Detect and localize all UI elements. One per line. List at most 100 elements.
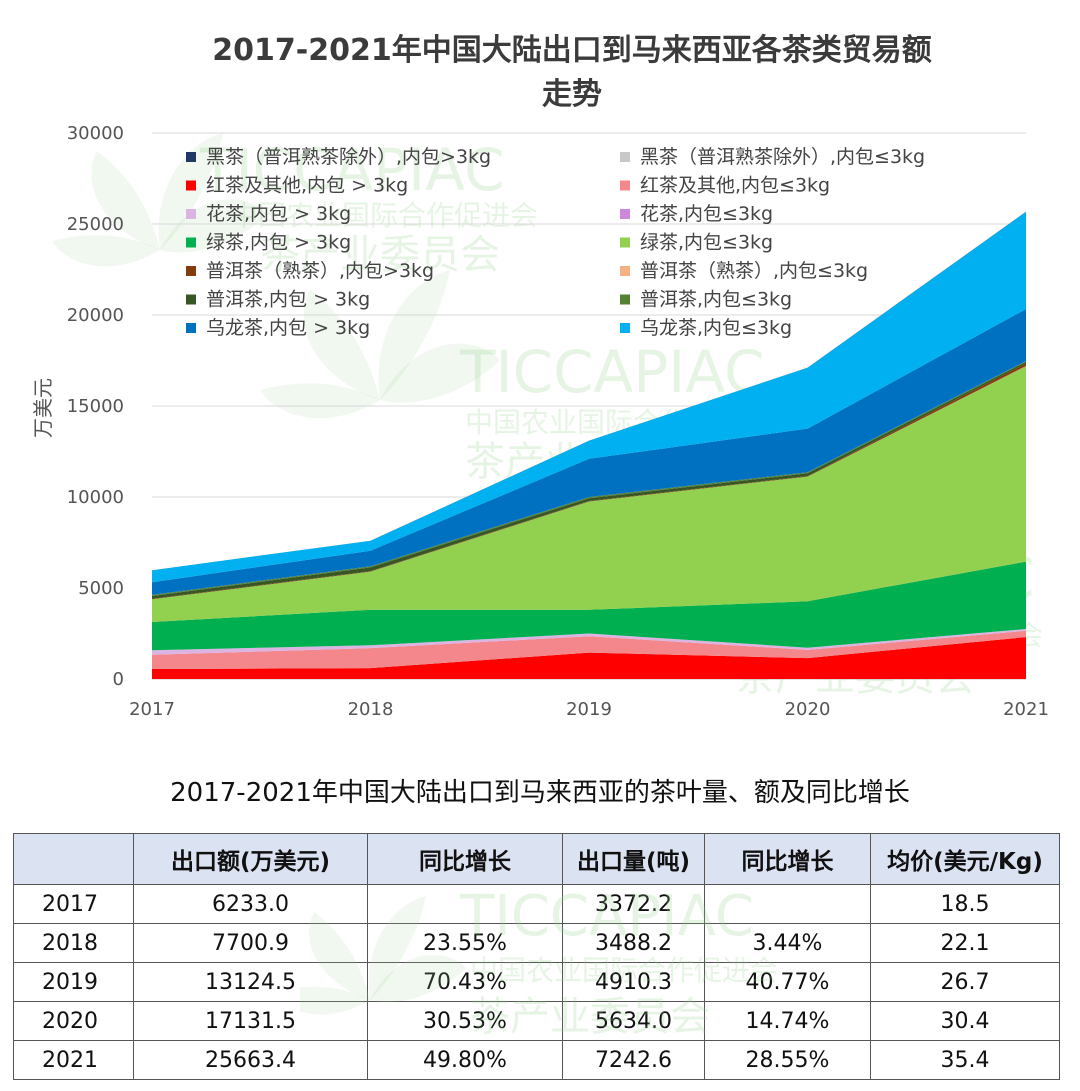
table-year-cell: 2018	[13, 923, 134, 963]
table-header-cell: 均价(美元/Kg)	[870, 833, 1060, 885]
legend-label: 花茶,内包 > 3kg	[206, 203, 351, 225]
table-cell: 40.77%	[704, 962, 871, 1002]
x-tick-label: 2019	[566, 699, 612, 720]
legend-swatch	[620, 294, 630, 305]
table-year-cell: 2020	[13, 1001, 134, 1041]
table-cell: 4910.3	[562, 962, 705, 1002]
area-series	[152, 366, 1026, 622]
table-cell: 14.74%	[704, 1001, 871, 1041]
table-header-cell: 同比增长	[367, 833, 563, 885]
watermark-text: 茶产业委员会	[260, 232, 500, 278]
table-cell: 30.4	[870, 1001, 1060, 1041]
chart-title-line-1: 2017-2021年中国大陆出口到马来西亚各茶类贸易额	[212, 33, 931, 68]
table-row: 2018 7700.9 23.55% 3488.2 3.44% 22.1	[13, 923, 1060, 963]
y-tick-label: 20000	[67, 305, 124, 326]
legend-label: 乌龙茶,内包≤3kg	[640, 317, 792, 339]
legend-label: 普洱茶,内包 > 3kg	[206, 289, 370, 311]
y-tick-label: 25000	[67, 214, 124, 235]
legend-label: 乌龙茶,内包 > 3kg	[206, 317, 370, 339]
legend-swatch	[620, 237, 630, 248]
table-cell: 70.43%	[367, 962, 563, 1002]
area-series	[152, 630, 1026, 669]
legend-swatch	[620, 180, 630, 191]
legend-swatch	[186, 209, 196, 219]
table-cell: 23.55%	[367, 923, 563, 963]
x-tick-label: 2021	[1003, 699, 1049, 720]
table-year-cell: 2021	[13, 1040, 134, 1080]
table-row: 2019 13124.5 70.43% 4910.3 40.77% 26.7	[13, 962, 1060, 1002]
x-tick-label: 2017	[129, 699, 175, 720]
watermark-text: 中国农业国际合作促进会	[230, 199, 538, 232]
legend: 黑茶（普洱熟茶除外）,内包>3kg 黑茶（普洱熟茶除外）,内包≤3kg 红茶及其他,…	[186, 146, 925, 339]
table-cell: 22.1	[870, 923, 1060, 963]
table-header-cell: 出口额(万美元)	[133, 833, 368, 885]
legend-swatch	[186, 152, 196, 162]
table-cell: 49.80%	[367, 1040, 563, 1080]
table-cell: 26.7	[870, 962, 1060, 1002]
watermark-leaf-icon	[260, 270, 500, 419]
watermark-text: TICCAPIAC	[459, 338, 764, 406]
table-cell: 6233.0	[133, 884, 368, 924]
y-tick-label: 30000	[67, 123, 124, 144]
x-tick-label: 2018	[348, 699, 394, 720]
legend-label: 红茶及其他,内包≤3kg	[640, 175, 830, 197]
legend-label: 普洱茶（熟茶）,内包≤3kg	[640, 260, 868, 282]
table-header-cell: 同比增长	[704, 833, 871, 885]
area-series	[152, 561, 1026, 651]
legend-swatch	[620, 266, 630, 276]
legend-label: 绿茶,内包 > 3kg	[206, 232, 351, 254]
table-cell: 35.4	[870, 1040, 1060, 1080]
table-cell: 28.55%	[704, 1040, 871, 1080]
table-cell: 30.53%	[367, 1001, 563, 1041]
table-cell: 25663.4	[133, 1040, 368, 1080]
x-axis-ticks: 2017 2018 2019 2020 2021	[129, 699, 1049, 720]
legend-swatch	[186, 266, 196, 276]
table-cell: 7242.6	[562, 1040, 705, 1080]
table-cell	[704, 884, 871, 924]
y-tick-label: 15000	[67, 396, 124, 417]
legend-swatch	[620, 323, 630, 333]
legend-swatch	[186, 180, 196, 191]
legend-swatch	[620, 152, 630, 162]
y-tick-label: 10000	[67, 487, 124, 508]
legend-label: 普洱茶（熟茶）,内包>3kg	[206, 260, 434, 282]
table-cell: 3.44%	[704, 923, 871, 963]
legend-label: 红茶及其他,内包 > 3kg	[206, 175, 408, 197]
y-tick-label: 0	[113, 669, 124, 690]
legend-label: 绿茶,内包≤3kg	[640, 232, 773, 254]
table-cell: 17131.5	[133, 1001, 368, 1041]
legend-label: 黑茶（普洱熟茶除外）,内包≤3kg	[640, 146, 925, 168]
table-header-cell	[13, 833, 134, 885]
table-cell: 18.5	[870, 884, 1060, 924]
y-axis-ticks: 0 5000 10000 15000 20000 25000 30000	[67, 123, 124, 690]
legend-label: 花茶,内包≤3kg	[640, 203, 773, 225]
table-year-cell: 2019	[13, 962, 134, 1002]
area-series	[152, 629, 1026, 655]
series-areas	[152, 211, 1026, 679]
legend-swatch	[186, 294, 196, 305]
legend-swatch	[186, 323, 196, 333]
stacked-area-chart: TICCAPIAC中国农业国际合作促进会茶产业委员会TICCAPIAC中国农业国…	[31, 33, 1049, 720]
export-data-table: 出口额(万美元) 同比增长 出口量(吨) 同比增长 均价(美元/Kg) 2017 6233…	[13, 833, 1060, 1080]
area-series	[152, 211, 1026, 583]
table-cell: 3372.2	[562, 884, 705, 924]
legend-swatch	[620, 209, 630, 219]
chart-title-line-2: 走势	[542, 77, 602, 112]
table-cell: 5634.0	[562, 1001, 705, 1041]
table-row: 2020 17131.5 30.53% 5634.0 14.74% 30.4	[13, 1001, 1060, 1041]
y-axis-label: 万美元	[31, 378, 55, 438]
table-body: 2017 6233.0 3372.2 18.5 2018 7700.9 23.55% 3488…	[13, 884, 1060, 1080]
legend-label: 黑茶（普洱熟茶除外）,内包>3kg	[206, 146, 491, 168]
table-header-cell: 出口量(吨)	[562, 833, 705, 885]
table-title: 2017-2021年中国大陆出口到马来西亚的茶叶量、额及同比增长	[170, 778, 910, 808]
table-year-cell: 2017	[13, 884, 134, 924]
table-row: 2017 6233.0 3372.2 18.5	[13, 884, 1060, 924]
watermark-text: TICCAPIAC	[199, 136, 504, 204]
table-cell: 3488.2	[562, 923, 705, 963]
table-cell: 7700.9	[133, 923, 368, 963]
area-series	[152, 637, 1026, 679]
legend-label: 普洱茶,内包≤3kg	[640, 289, 792, 311]
table-row: 2021 25663.4 49.80% 7242.6 28.55% 35.4	[13, 1040, 1060, 1080]
legend-swatch	[186, 237, 196, 248]
table-cell	[367, 884, 563, 924]
